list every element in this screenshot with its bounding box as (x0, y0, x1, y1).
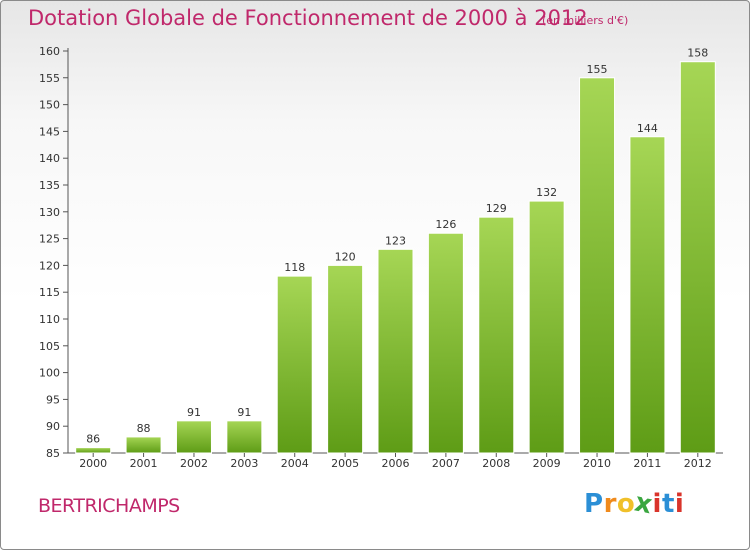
y-tick-label: 130 (39, 206, 60, 219)
bar (125, 436, 162, 454)
y-tick-label: 150 (39, 99, 60, 112)
x-tick-label: 2008 (482, 457, 510, 470)
proxiti-logo: Proxiti (584, 488, 685, 521)
y-tick-label: 120 (39, 259, 60, 272)
x-tick-label: 2003 (230, 457, 258, 470)
commune-name: BERTRICHAMPS (38, 495, 180, 517)
logo-letter: t (661, 489, 675, 519)
x-tick-label: 2002 (180, 457, 208, 470)
bar (478, 216, 515, 454)
bar-value-label: 91 (237, 406, 251, 419)
bar (629, 136, 666, 454)
bar-value-label: 86 (86, 433, 100, 446)
y-tick-label: 85 (46, 447, 60, 460)
x-tick-label: 2000 (79, 457, 107, 470)
logo-letter: i (674, 489, 685, 519)
x-tick-label: 2005 (331, 457, 359, 470)
bar-value-label: 158 (687, 47, 708, 60)
bar (276, 275, 313, 454)
bar (377, 248, 414, 454)
bar (327, 264, 364, 454)
bar-value-label: 123 (385, 234, 406, 247)
x-tick-label: 2012 (684, 457, 712, 470)
logo-letter: i (652, 489, 662, 519)
y-tick-label: 135 (39, 179, 60, 192)
x-tick-label: 2001 (130, 457, 158, 470)
bar (427, 232, 464, 454)
bar-value-label: 88 (137, 422, 151, 435)
y-tick-label: 140 (39, 152, 60, 165)
logo-letter: P (584, 489, 604, 519)
logo-letter: o (616, 489, 636, 519)
y-tick-label: 155 (39, 72, 60, 85)
bar-value-label: 129 (486, 202, 507, 215)
bar-value-label: 126 (435, 218, 456, 231)
x-tick-label: 2011 (633, 457, 661, 470)
y-tick-label: 100 (39, 367, 60, 380)
x-tick-label: 2006 (382, 457, 410, 470)
bar (579, 77, 616, 454)
logo-letter: r (603, 489, 617, 519)
x-tick-label: 2009 (533, 457, 561, 470)
bar (226, 420, 263, 454)
y-tick-label: 90 (46, 420, 60, 433)
bar-value-label: 118 (284, 261, 305, 274)
chart-title: Dotation Globale de Fonctionnement de 20… (28, 6, 588, 30)
x-tick-label: 2010 (583, 457, 611, 470)
y-tick-label: 160 (39, 45, 60, 58)
y-tick-label: 110 (39, 313, 60, 326)
x-tick-label: 2004 (281, 457, 309, 470)
y-tick-label: 105 (39, 340, 60, 353)
y-tick-label: 95 (46, 393, 60, 406)
bar-value-label: 144 (637, 122, 658, 135)
bar (75, 447, 112, 454)
bar (528, 200, 565, 454)
bar-value-label: 155 (587, 63, 608, 76)
bar-value-label: 120 (335, 250, 356, 263)
bar (679, 61, 716, 454)
chart-subtitle: (en milliers d'€) (542, 14, 629, 27)
y-tick-label: 125 (39, 233, 60, 246)
bar-value-label: 91 (187, 406, 201, 419)
bar-value-label: 132 (536, 186, 557, 199)
y-tick-label: 115 (39, 286, 60, 299)
y-tick-label: 145 (39, 125, 60, 138)
bar (175, 420, 212, 454)
x-tick-label: 2007 (432, 457, 460, 470)
